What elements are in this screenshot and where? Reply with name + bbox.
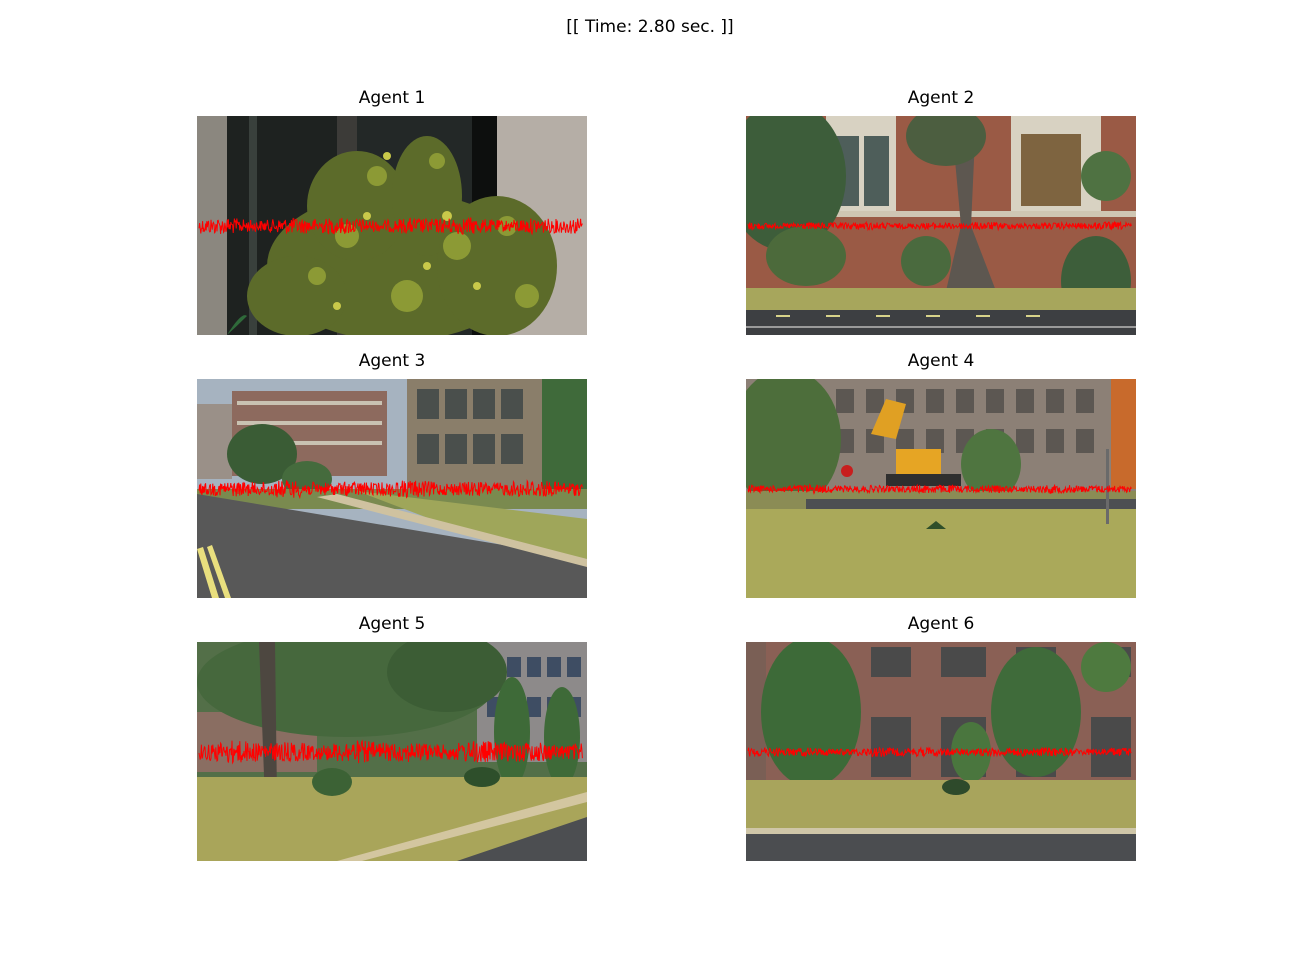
scene-image [746, 642, 1136, 861]
panel-title-agent-4: Agent 4 [907, 351, 975, 371]
panel-title-agent-5: Agent 5 [358, 614, 426, 634]
waveform-line [198, 739, 583, 765]
scene-image [197, 642, 587, 861]
camera-view-agent-2 [746, 116, 1136, 335]
figure-title: [[ Time: 2.80 sec. ]] [566, 17, 734, 37]
waveform-line [198, 479, 583, 500]
waveform-line [747, 220, 1132, 232]
camera-view-agent-1 [197, 116, 587, 335]
waveform-line [198, 216, 583, 236]
scene-image [746, 379, 1136, 598]
camera-view-agent-6 [746, 642, 1136, 861]
scene-image [197, 379, 587, 598]
waveform-line [747, 746, 1132, 758]
panel-title-agent-1: Agent 1 [358, 88, 426, 108]
panel-title-agent-3: Agent 3 [358, 351, 426, 371]
scene-image [197, 116, 587, 335]
waveform-line [747, 483, 1132, 495]
panel-title-agent-2: Agent 2 [907, 88, 975, 108]
camera-view-agent-5 [197, 642, 587, 861]
camera-view-agent-3 [197, 379, 587, 598]
camera-view-agent-4 [746, 379, 1136, 598]
scene-image [746, 116, 1136, 335]
panel-title-agent-6: Agent 6 [907, 614, 975, 634]
